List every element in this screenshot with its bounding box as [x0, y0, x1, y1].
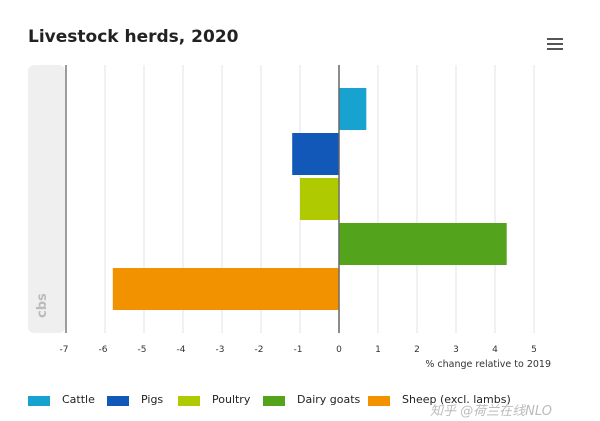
x-tick-label: 0 [336, 345, 342, 355]
legend-label: Poultry [212, 392, 251, 406]
bar-poultry [300, 178, 339, 220]
x-tick-label: 2 [414, 345, 420, 355]
x-tick-label: 1 [375, 345, 381, 355]
legend-swatch [28, 396, 50, 406]
x-tick-label: -1 [294, 345, 303, 355]
legend-label: Dairy goats [297, 392, 361, 406]
legend-swatch [368, 396, 390, 406]
legend-swatch [178, 396, 200, 406]
bar-pigs [292, 133, 339, 175]
legend-item[interactable]: Pigs [107, 392, 163, 406]
chart-title: Livestock herds, 2020 [28, 27, 239, 47]
legend-label: Cattle [62, 392, 95, 406]
legend-item[interactable]: Poultry [178, 392, 250, 406]
hamburger-menu-icon[interactable] [547, 38, 563, 52]
x-tick-label: -5 [138, 345, 147, 355]
bar-cattle [339, 88, 367, 130]
legend-label: Sheep (excl. lambs) [402, 392, 511, 406]
legend-item[interactable]: Dairy goats [263, 392, 360, 406]
x-tick-label: -6 [99, 345, 108, 355]
bar-dairy-goats [339, 223, 507, 265]
cbs-logo: cbs [35, 293, 50, 318]
legend-swatch [263, 396, 285, 406]
watermark: 知乎 @荷兰在线NLO [430, 404, 552, 419]
x-tick-label: 3 [453, 345, 459, 355]
x-tick-label: -7 [60, 345, 69, 355]
x-tick-label: 5 [531, 345, 537, 355]
bar-sheep-excl-lambs- [112, 268, 339, 310]
x-axis-label: % change relative to 2019 [425, 359, 551, 370]
legend-item[interactable]: Sheep (excl. lambs) [368, 392, 511, 406]
x-tick-label: 4 [492, 345, 498, 355]
x-tick-label: -2 [255, 345, 264, 355]
legend-label: Pigs [141, 392, 164, 406]
x-tick-label: -3 [216, 345, 225, 355]
x-tick-label: -4 [177, 345, 186, 355]
legend: Cattle Pigs Poultry Dairy goats Sheep (excl.… [0, 392, 600, 412]
legend-item[interactable]: Cattle [28, 392, 95, 406]
legend-swatch [107, 396, 129, 406]
logo-panel [28, 65, 65, 333]
